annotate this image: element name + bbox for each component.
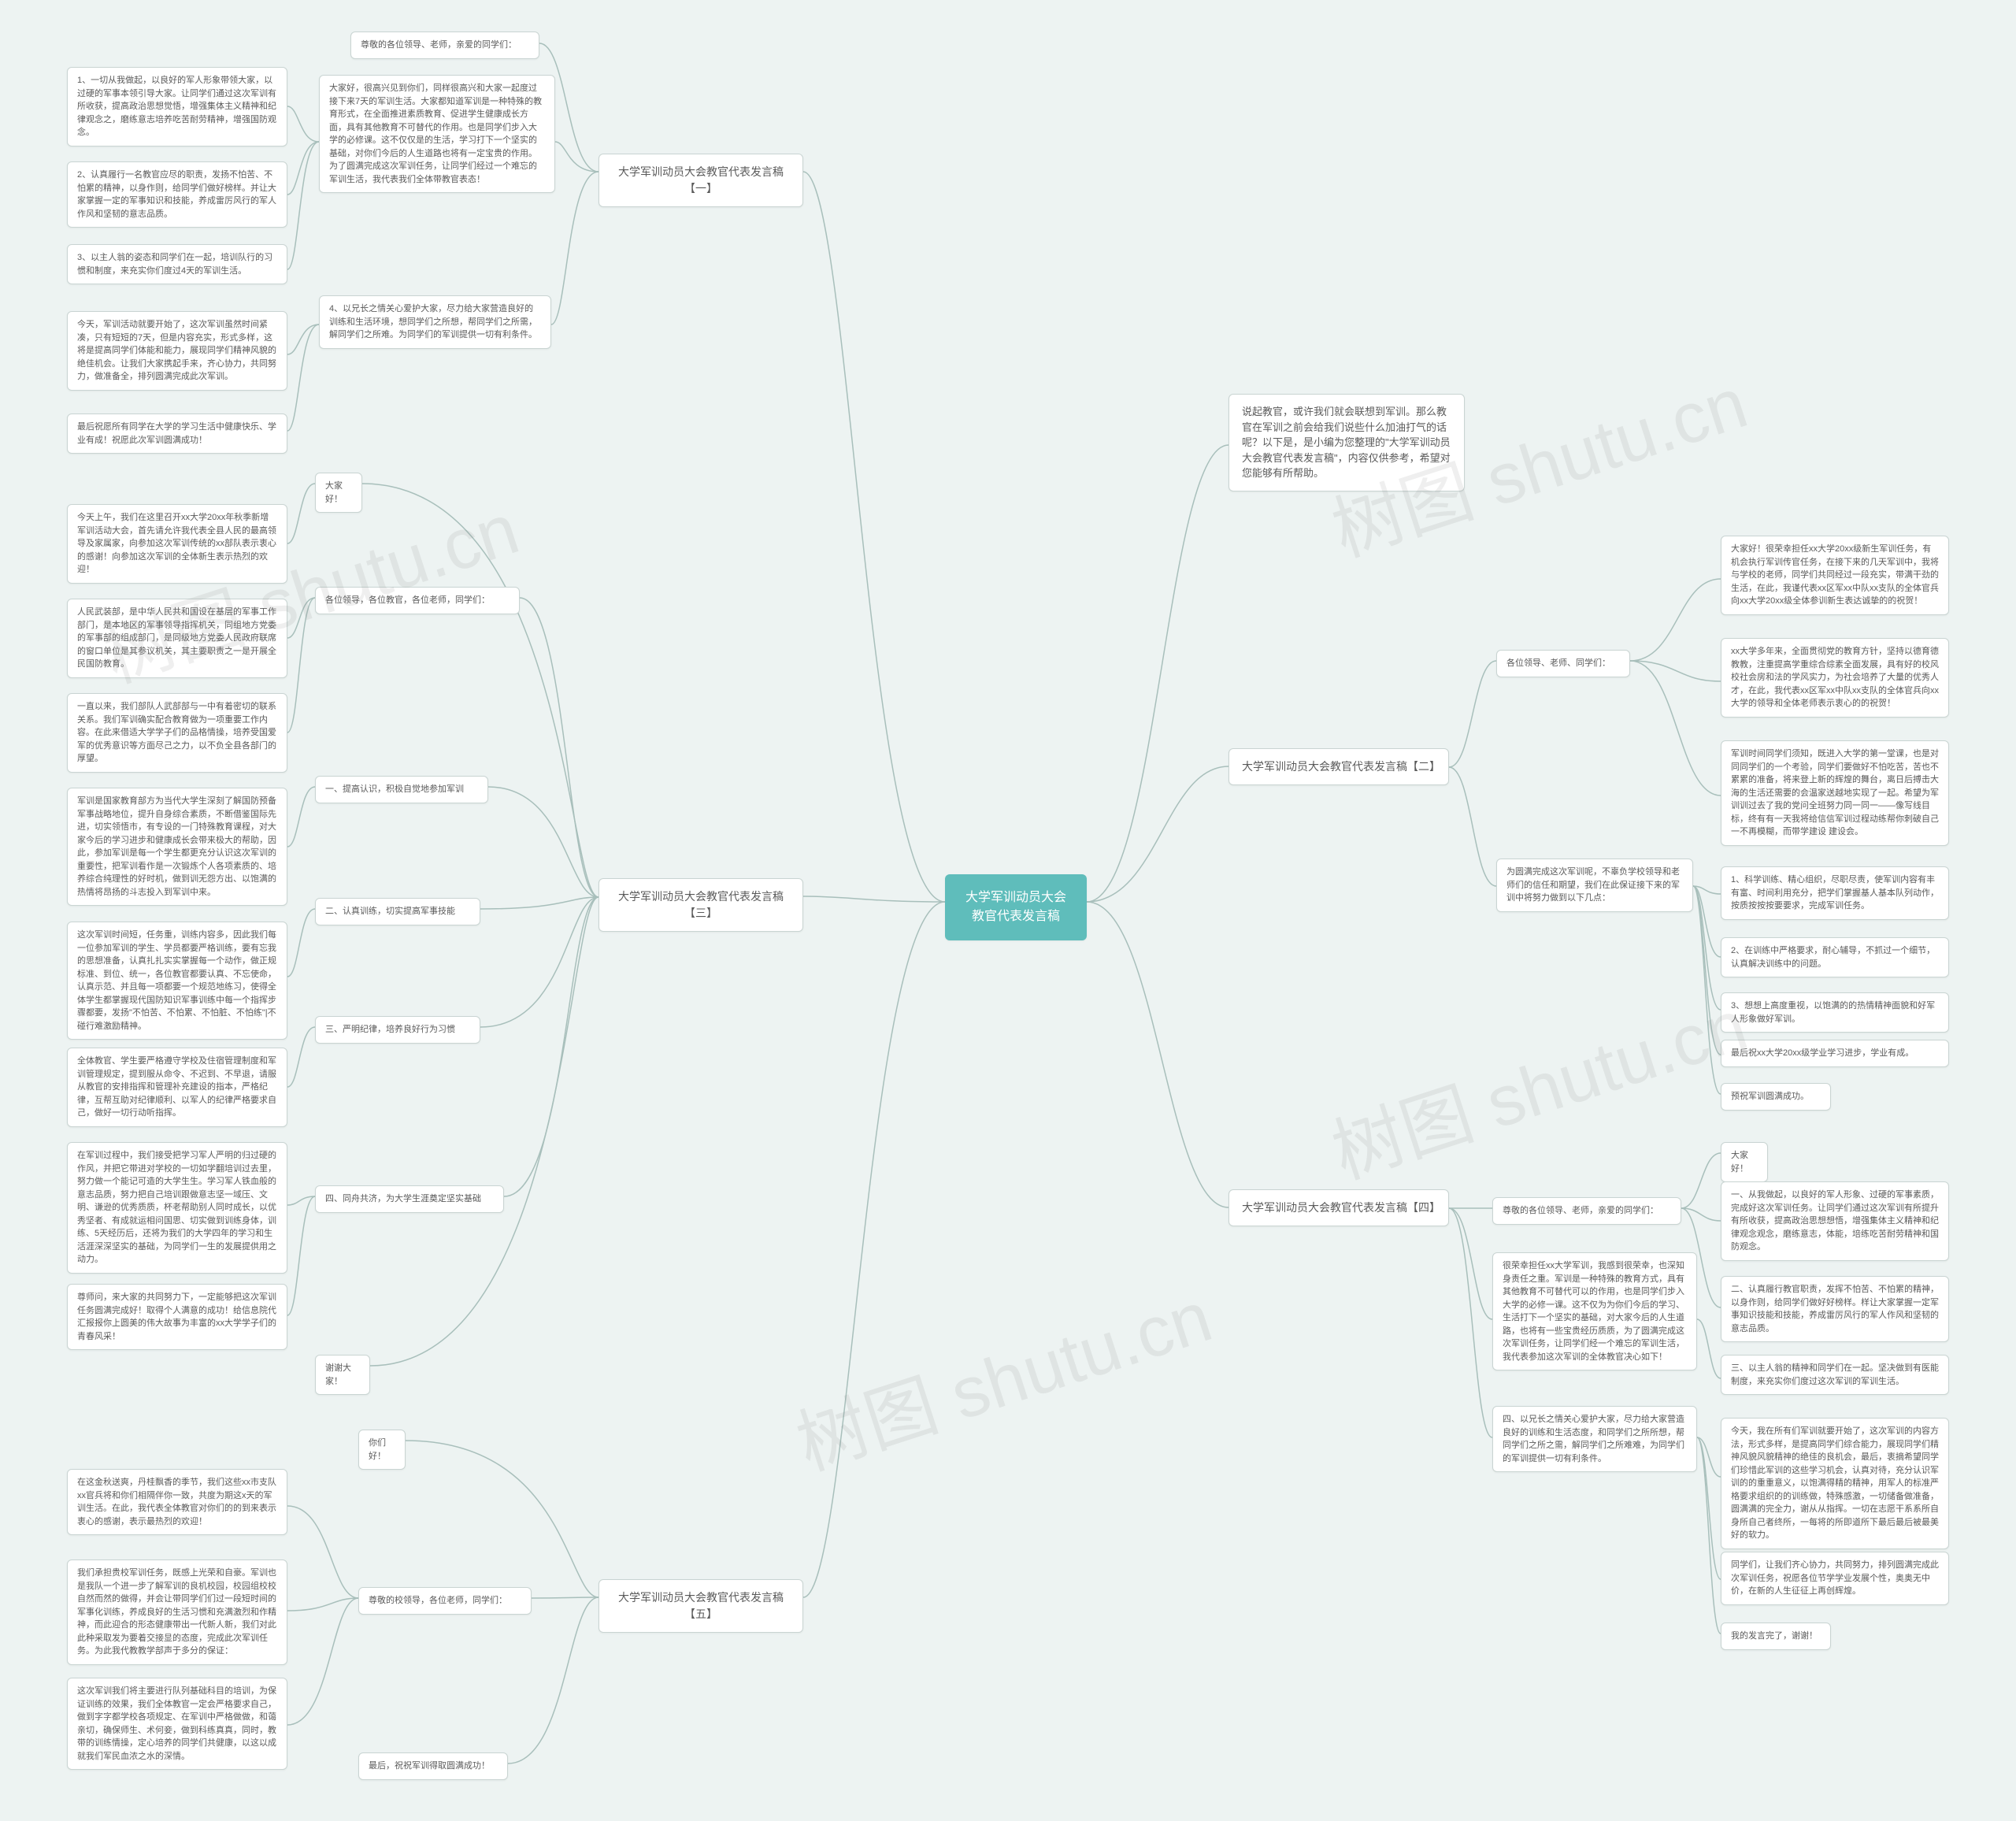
b2-leaf-1[interactable]: xx大学多年来，全面贯彻党的教育方针，坚持以德育德教教，注重提高学重综合综素全面… [1721, 638, 1949, 718]
b2-sub-0[interactable]: 各位领导、老师、同学们： [1496, 650, 1630, 677]
b3-sub-0[interactable]: 大家好！ [315, 473, 362, 513]
b2-leaf-2[interactable]: 军训时间同学们须知，既进入大学的第一堂课，也是对同同学们的一个考验，同学们要做好… [1721, 740, 1949, 846]
center-node[interactable]: 大学军训动员大会教官代表发言稿 [945, 874, 1087, 940]
b2-leaf-5[interactable]: 3、想想上高度重视，以饱满的的热情精神面貌和好军人形象做好军训。 [1721, 992, 1949, 1033]
b4-leaf-3[interactable]: 很荣幸担任xx大学军训，我感到很荣幸，也深知身责任之重。军训是一种特殊的教育方式… [1492, 1252, 1697, 1370]
b4-leaf-1[interactable]: 一、从我做起，以良好的军人形象、过硬的军事素质，完成好这次军训任务。让同学们通过… [1721, 1181, 1949, 1261]
b1-leaf-1[interactable]: 2、认真履行一名教官应尽的职责，发扬不怕苦、不怕累的精神，以身作则，给同学们做好… [67, 161, 287, 228]
b3-sub-6[interactable]: 谢谢大家！ [315, 1355, 370, 1395]
b4-leaf-6[interactable]: 今天，我在所有们军训就要开始了，这次军训的内容方法，形式多样，是提高同学们综合能… [1721, 1418, 1949, 1549]
b2-leaf-4[interactable]: 2、在训练中严格要求，耐心辅导，不抓过一个细节，认真解决训练中的问题。 [1721, 937, 1949, 977]
b3-leaf-7[interactable]: 尊师问，来大家的共同努力下，一定能够把这次军训任务圆满完成好！取得个人满意的成功… [67, 1284, 287, 1350]
branch-4[interactable]: 大学军训动员大会教官代表发言稿【四】 [1228, 1189, 1449, 1226]
b4-sub-0[interactable]: 尊敬的各位领导、老师，亲爱的同学们： [1492, 1197, 1681, 1225]
b1-leaf-4[interactable]: 最后祝愿所有同学在大学的学习生活中健康快乐、学业有成！祝愿此次军训圆满成功！ [67, 414, 287, 454]
b3-leaf-5[interactable]: 全体教官、学生要严格遵守学校及住宿管理制度和军训管理规定，提到服从命令、不迟到、… [67, 1048, 287, 1127]
b3-sub-4[interactable]: 三、严明纪律，培养良好行为习惯 [315, 1016, 480, 1044]
b1-sub-1[interactable]: 大家好，很高兴见到你们，同样很高兴和大家一起度过接下来7天的军训生活。大家都知道… [319, 75, 555, 193]
b5-leaf-0[interactable]: 在这金秋送爽，丹桂飘香的季节，我们这些xx市支队xx官兵将和你们相隔伴你一致，共… [67, 1469, 287, 1535]
b3-sub-5[interactable]: 四、同舟共济，为大学生涯奠定坚实基础 [315, 1185, 504, 1213]
b4-leaf-0[interactable]: 大家好！ [1721, 1142, 1768, 1182]
b1-leaf-3[interactable]: 今天，军训活动就要开始了，这次军训虽然时间紧凑，只有短短的7天，但是内容充实，形… [67, 311, 287, 391]
b5-leaf-2[interactable]: 这次军训我们将主要进行队列基础科目的培训，为保证训练的效果，我们全体教官一定会严… [67, 1678, 287, 1770]
b3-leaf-2[interactable]: 一直以来，我们部队人武部部与一中有着密切的联系关系。我们军训确实配合教育做为一项… [67, 693, 287, 773]
b4-leaf-4[interactable]: 三、以主人翁的精神和同学们在一起。坚决做到有医能制度，来充实你们度过这次军训的军… [1721, 1355, 1949, 1395]
branch-2[interactable]: 大学军训动员大会教官代表发言稿【二】 [1228, 748, 1449, 785]
b4-leaf-2[interactable]: 二、认真履行教官职责，发挥不怕苦、不怕累的精神，以身作则，给同学们做好好榜样。样… [1721, 1276, 1949, 1342]
b5-sub-1[interactable]: 尊敬的校领导，各位老师，同学们： [358, 1587, 532, 1615]
b1-sub-2[interactable]: 4、以兄长之情关心爱护大家，尽力给大家营造良好的训练和生活环境，想同学们之所想，… [319, 295, 551, 349]
b2-leaf-3[interactable]: 1、科学训练、精心组织，尽职尽责，使军训内容有丰有富、时间利用充分，把学们掌握基… [1721, 866, 1949, 920]
b2-leaf-7[interactable]: 预祝军训圆满成功。 [1721, 1083, 1831, 1111]
b3-leaf-0[interactable]: 今天上午，我们在这里召开xx大学20xx年秋季新增军训活动大会，首先请允许我代表… [67, 504, 287, 584]
b2-leaf-6[interactable]: 最后祝xx大学20xx级学业学习进步，学业有成。 [1721, 1040, 1949, 1067]
branch-5[interactable]: 大学军训动员大会教官代表发言稿【五】 [598, 1579, 803, 1633]
b5-leaf-1[interactable]: 我们承担贵校军训任务，既感上光荣和自豪。军训也是我队一个进一步了解军训的良机校园… [67, 1560, 287, 1665]
b1-leaf-0[interactable]: 1、一切从我做起，以良好的军人形象带领大家，以过硬的军事本领引导大家。让同学们通… [67, 67, 287, 146]
b3-leaf-1[interactable]: 人民武装部，是中华人民共和国设在基层的军事工作部门，是本地区的军事领导指挥机关，… [67, 599, 287, 678]
b3-sub-1[interactable]: 各位领导，各位教官，各位老师，同学们： [315, 587, 520, 614]
b5-sub-2[interactable]: 最后，祝祝军训得取圆满成功！ [358, 1752, 508, 1780]
b3-leaf-3[interactable]: 军训是国家教育部方为当代大学生深刻了解国防预备军事战略地位，提升自身综合素质，不… [67, 788, 287, 906]
b2-leaf-0[interactable]: 大家好！很荣幸担任xx大学20xx级新生军训任务，有机会执行军训传官任务，在接下… [1721, 536, 1949, 615]
b3-leaf-4[interactable]: 这次军训时间短，任务重，训练内容多，因此我们每一位参加军训的学生、学员都要严格训… [67, 922, 287, 1040]
b1-leaf-2[interactable]: 3、以主人翁的姿态和同学们在一起，培训队行的习惯和制度，来充实你们度过4天的军训… [67, 244, 287, 284]
b3-sub-3[interactable]: 二、认真训练，切实提高军事技能 [315, 898, 480, 925]
branch-1[interactable]: 大学军训动员大会教官代表发言稿【一】 [598, 154, 803, 207]
b1-sub-0[interactable]: 尊敬的各位领导、老师，亲爱的同学们： [350, 32, 539, 59]
b4-leaf-8[interactable]: 我的发言完了，谢谢！ [1721, 1623, 1831, 1650]
b4-leaf-7[interactable]: 同学们，让我们齐心协力，共同努力，排列圆满完成此次军训任务，祝愿各位节学学业发展… [1721, 1552, 1949, 1605]
branch-3[interactable]: 大学军训动员大会教官代表发言稿【三】 [598, 878, 803, 932]
watermark: 树图 shutu.cn [1317, 968, 1758, 1198]
b3-leaf-6[interactable]: 在军训过程中，我们接受把学习军人严明的归过硬的作风，并把它带进对学校的一切如学翻… [67, 1142, 287, 1274]
b5-sub-0[interactable]: 你们好！ [358, 1430, 406, 1470]
watermark: 树图 shutu.cn [782, 1259, 1222, 1489]
b3-sub-2[interactable]: 一、提高认识，积极自觉地参加军训 [315, 776, 488, 803]
b4-leaf-5[interactable]: 四、以兄长之情关心爱护大家，尽力给大家营造良好的训练和生活态度，和同学们之所所想… [1492, 1406, 1697, 1472]
b2-sub-1[interactable]: 为圆满完成这次军训呢，不辜负学校领导和老师们的信任和期望，我们在此保证接下来的军… [1496, 859, 1693, 912]
branch-intro[interactable]: 说起教官，或许我们就会联想到军训。那么教官在军训之前会给我们说些什么加油打气的话… [1228, 394, 1465, 491]
